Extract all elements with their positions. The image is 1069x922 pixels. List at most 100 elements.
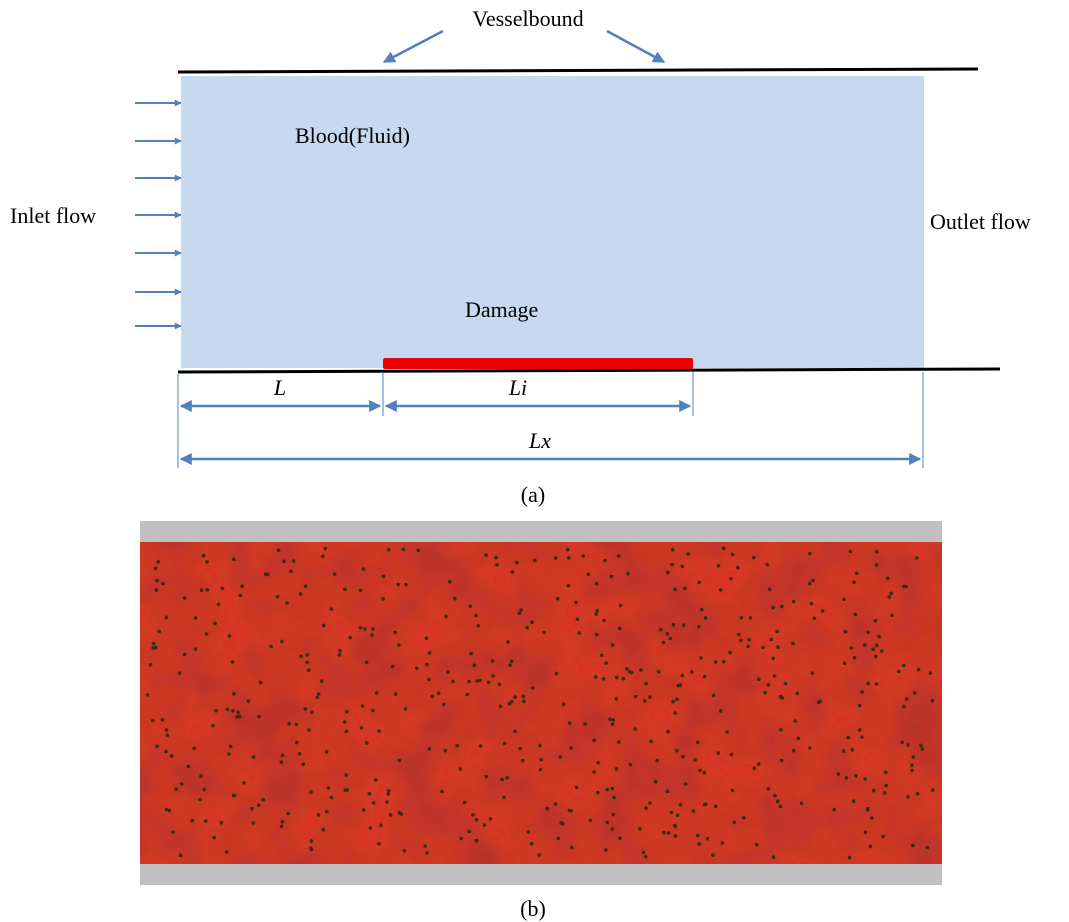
particle bbox=[391, 664, 395, 669]
particle bbox=[810, 671, 815, 675]
particle bbox=[508, 663, 512, 667]
particle bbox=[877, 634, 881, 639]
particle bbox=[769, 637, 774, 642]
dimension-Li-label: Li bbox=[508, 375, 527, 400]
particle bbox=[870, 816, 874, 820]
particle bbox=[497, 682, 502, 687]
particle bbox=[702, 674, 707, 679]
particle bbox=[575, 617, 580, 621]
particle bbox=[490, 659, 495, 663]
particle bbox=[484, 553, 488, 557]
particle bbox=[816, 700, 821, 704]
particle bbox=[897, 669, 901, 674]
particle bbox=[251, 755, 256, 759]
particle bbox=[583, 722, 587, 726]
particle bbox=[510, 570, 515, 574]
particle bbox=[662, 830, 666, 835]
particle bbox=[783, 681, 788, 686]
particle bbox=[725, 730, 729, 734]
particle bbox=[257, 803, 261, 807]
particle bbox=[201, 553, 206, 558]
particle bbox=[348, 635, 353, 640]
particle bbox=[799, 801, 804, 805]
particle bbox=[569, 809, 573, 813]
particle bbox=[242, 781, 246, 785]
particle bbox=[648, 801, 652, 805]
particle bbox=[874, 654, 878, 659]
particle bbox=[675, 748, 679, 753]
particle bbox=[902, 704, 906, 709]
particle bbox=[771, 855, 776, 859]
particle bbox=[182, 596, 187, 600]
particle bbox=[396, 582, 401, 587]
particle bbox=[610, 722, 615, 726]
particle bbox=[795, 691, 800, 695]
particle bbox=[213, 621, 217, 626]
particle bbox=[661, 640, 666, 645]
particle bbox=[169, 754, 174, 758]
particle bbox=[250, 807, 254, 811]
particle bbox=[393, 630, 397, 635]
particle bbox=[517, 611, 522, 615]
particle bbox=[151, 718, 155, 723]
particle bbox=[931, 788, 935, 792]
particle bbox=[216, 602, 221, 607]
particle bbox=[474, 838, 479, 843]
particle bbox=[388, 813, 393, 817]
particle bbox=[397, 643, 401, 647]
particle bbox=[603, 558, 607, 563]
particle bbox=[338, 648, 342, 653]
particle bbox=[720, 841, 725, 845]
particle bbox=[342, 720, 347, 724]
vesselbound-pointer-left bbox=[382, 29, 444, 64]
particle bbox=[566, 583, 571, 588]
particle bbox=[604, 661, 608, 665]
particle bbox=[703, 802, 708, 806]
particle bbox=[186, 764, 191, 769]
inlet-flow-label: Inlet flow bbox=[10, 203, 96, 228]
particle bbox=[730, 788, 735, 793]
particle bbox=[696, 625, 701, 629]
dimension-arrows bbox=[179, 400, 922, 465]
particle bbox=[890, 613, 894, 618]
particle bbox=[621, 676, 626, 681]
particle bbox=[469, 651, 473, 656]
particle bbox=[675, 697, 679, 702]
particle bbox=[164, 615, 169, 620]
particle bbox=[232, 692, 236, 696]
particle bbox=[684, 782, 688, 786]
particle bbox=[846, 735, 850, 740]
particle bbox=[220, 586, 225, 591]
particle bbox=[305, 653, 310, 657]
panel-b: (b) bbox=[140, 521, 942, 921]
particle bbox=[307, 728, 311, 732]
particle bbox=[494, 555, 498, 560]
particle bbox=[474, 818, 479, 822]
particle bbox=[224, 850, 229, 854]
particle bbox=[653, 779, 658, 784]
particle bbox=[425, 851, 429, 855]
particle bbox=[310, 710, 314, 715]
particle bbox=[231, 793, 236, 798]
particle bbox=[874, 643, 879, 647]
particle bbox=[424, 636, 429, 641]
particle bbox=[863, 830, 868, 834]
particle bbox=[495, 563, 499, 567]
particle bbox=[626, 571, 630, 576]
particle bbox=[465, 692, 470, 697]
particle bbox=[716, 563, 721, 568]
particle bbox=[193, 647, 198, 651]
particle bbox=[164, 749, 168, 754]
particle bbox=[156, 560, 160, 564]
particle bbox=[510, 659, 514, 664]
particle bbox=[808, 746, 812, 750]
particle bbox=[671, 622, 676, 627]
particle bbox=[261, 797, 266, 802]
fluid-label: Blood(Fluid) bbox=[295, 123, 410, 148]
particle bbox=[643, 854, 648, 859]
particle bbox=[665, 632, 670, 636]
particle bbox=[537, 853, 541, 857]
particle bbox=[852, 656, 857, 660]
particle bbox=[930, 699, 935, 703]
particle bbox=[775, 629, 779, 634]
